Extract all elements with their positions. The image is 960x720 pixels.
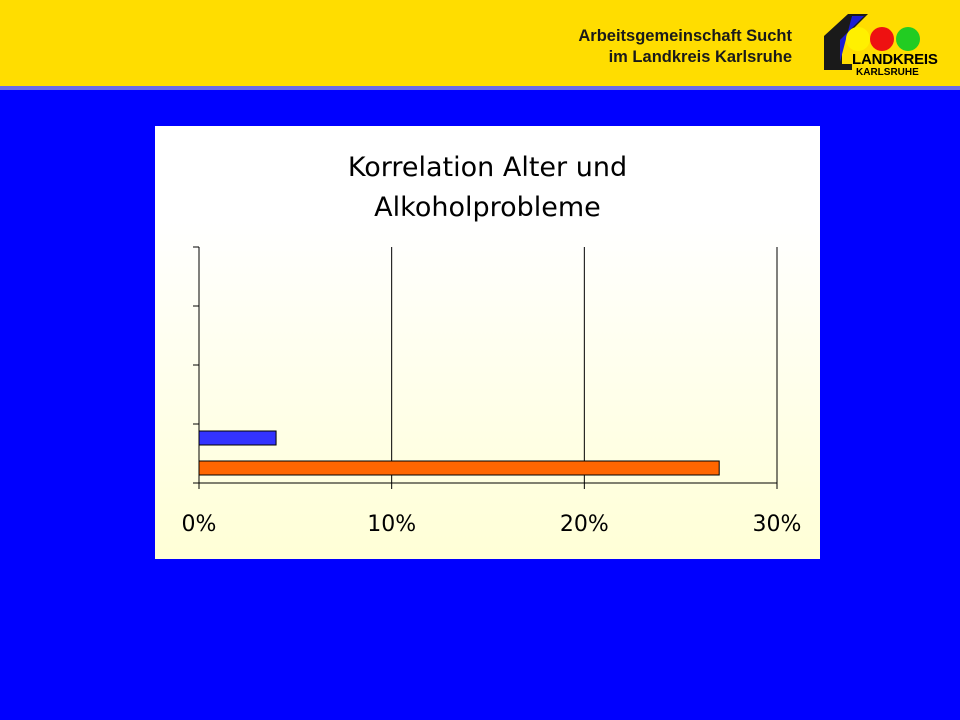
chart-title-line1: Korrelation Alter und <box>347 152 628 183</box>
bar-series1-cat0 <box>198 430 277 446</box>
organization-title-line1: Arbeitsgemeinschaft Sucht <box>578 27 792 45</box>
chart-title-line2: Alkoholprobleme <box>374 192 601 223</box>
organization-title-line2: im Landkreis Karlsruhe <box>608 48 792 66</box>
organization-title: Arbeitsgemeinschaft Sucht im Landkreis K… <box>578 26 792 68</box>
x-tick-label-30: 30% <box>753 512 802 537</box>
x-tick-label-0: 0% <box>182 512 217 537</box>
landkreis-logo-icon <box>824 14 920 70</box>
bar-series0-cat0 <box>198 460 720 476</box>
chart-title: Korrelation Alter und Alkoholprobleme <box>155 148 820 228</box>
logo-text-line1: LANDKREIS <box>852 51 938 68</box>
bar-chart: 0% 10% 20% 30% <box>182 246 802 537</box>
logo-text-line2: KARLSRUHE <box>856 67 919 78</box>
x-tick-label-10: 10% <box>367 512 416 537</box>
chart-panel: Korrelation Alter und Alkoholprobleme 0%… <box>155 126 820 559</box>
header-bar <box>0 0 960 86</box>
header-stripe <box>0 86 960 90</box>
x-tick-label-20: 20% <box>560 512 609 537</box>
